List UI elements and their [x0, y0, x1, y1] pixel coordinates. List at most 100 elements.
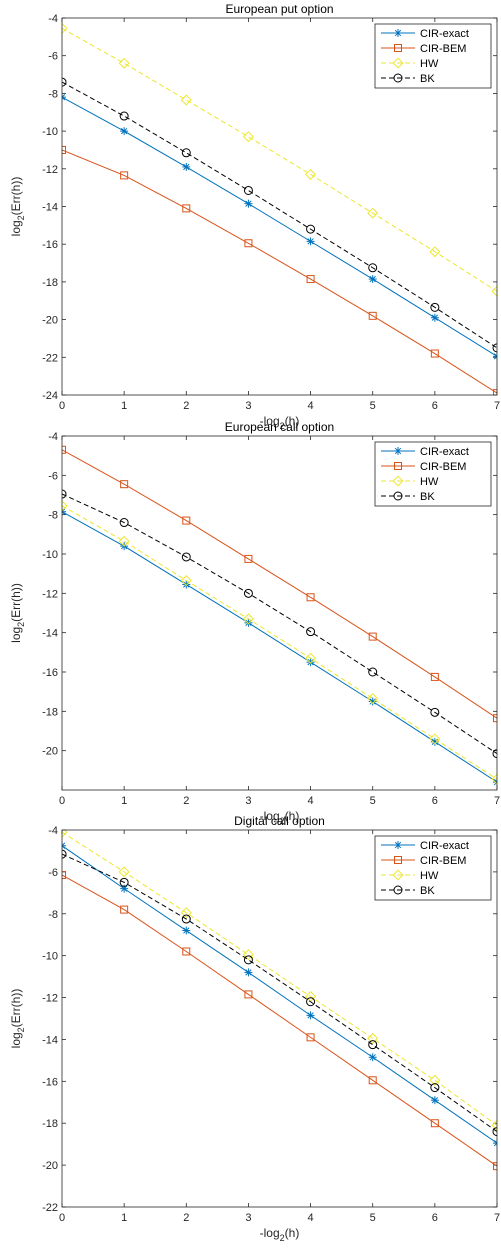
y-axis-label: log2(Err(h)) — [9, 989, 26, 1049]
legend-entry: BK — [381, 885, 435, 897]
legend-label: CIR-exact — [420, 446, 469, 458]
y-axis-ticks: -20 -18 -16 -14 -12 -10 -8 -6 -4 — [42, 431, 497, 758]
legend-entry: CIR-exact — [381, 446, 469, 458]
x-tick-label: 0 — [59, 1212, 65, 1224]
y-tick-label: -6 — [48, 867, 58, 879]
x-tick-label: 5 — [370, 400, 376, 412]
legend-entry: CIR-exact — [381, 28, 469, 40]
y-tick-label: -20 — [42, 746, 58, 758]
y-tick-label: -6 — [48, 470, 58, 482]
legend-marker — [393, 491, 403, 501]
data-point — [120, 171, 129, 180]
data-point — [62, 77, 67, 87]
legend-label: BK — [420, 885, 435, 897]
data-point — [430, 1083, 440, 1093]
y-tick-label: -8 — [48, 510, 58, 522]
x-tick-label: 4 — [308, 795, 314, 807]
series-bk — [62, 849, 497, 1137]
legend-marker — [394, 841, 402, 849]
legend-entry: BK — [381, 491, 435, 503]
legend-label: CIR-exact — [420, 840, 469, 852]
legend-entry: CIR-BEM — [381, 855, 466, 867]
series-hw — [62, 22, 497, 297]
axes-box — [61, 435, 498, 791]
y-tick-label: -10 — [42, 126, 58, 138]
data-point — [62, 145, 66, 154]
data-point — [493, 389, 497, 395]
x-tick-label: 6 — [432, 1212, 438, 1224]
legend-marker — [394, 44, 402, 52]
data-point — [492, 1127, 497, 1137]
chart-title: European call option — [225, 420, 334, 434]
series-line — [62, 505, 497, 780]
data-point — [491, 1119, 497, 1131]
data-point — [181, 552, 191, 562]
y-tick-label: -8 — [48, 909, 58, 921]
legend: CIR-exact CIR-BEM HW BK — [374, 835, 492, 901]
legend-label: HW — [420, 58, 439, 70]
legend-label: BK — [420, 73, 435, 85]
data-point — [493, 1139, 497, 1148]
data-point — [62, 830, 68, 838]
legend-label: CIR-BEM — [420, 855, 466, 867]
legend-marker — [394, 447, 402, 455]
data-point — [491, 285, 497, 297]
data-point — [492, 749, 497, 759]
y-tick-label: -6 — [48, 51, 58, 63]
data-point — [493, 714, 497, 723]
data-point — [243, 588, 253, 598]
data-point — [430, 707, 440, 717]
data-point — [182, 516, 191, 525]
data-point — [120, 480, 129, 489]
data-point — [306, 593, 315, 602]
x-tick-label: 2 — [183, 400, 189, 412]
data-point — [120, 884, 129, 893]
chart-1: European put option 0 1 2 3 4 5 6 7 -24 -22 -20 -18 -… — [9, 2, 500, 431]
axes-box — [61, 17, 498, 396]
data-point — [306, 627, 316, 637]
y-tick-label: -10 — [42, 951, 58, 963]
legend-label: HW — [420, 476, 439, 488]
data-point — [305, 652, 317, 664]
data-point — [182, 162, 191, 171]
data-point — [118, 866, 130, 878]
data-point — [62, 22, 68, 34]
data-point — [429, 733, 441, 745]
data-point — [306, 997, 316, 1007]
data-point — [368, 1040, 378, 1050]
y-tick-label: -4 — [48, 431, 58, 443]
data-point — [244, 968, 253, 977]
data-point — [244, 239, 253, 248]
chart-title: European put option — [225, 2, 333, 16]
x-tick-label: 6 — [432, 795, 438, 807]
chart-2: European call option 0 1 2 3 4 5 6 7 -20 -18 -16 -14… — [9, 420, 500, 826]
x-tick-label: 1 — [121, 1212, 127, 1224]
legend-marker — [394, 856, 402, 864]
legend-label: CIR-BEM — [420, 461, 466, 473]
chart-title: Digital call option — [234, 814, 325, 828]
data-point — [306, 1033, 315, 1042]
legend-entry: CIR-BEM — [381, 461, 466, 473]
x-tick-label: 2 — [183, 795, 189, 807]
x-tick-label: 6 — [432, 400, 438, 412]
x-tick-label: 4 — [308, 1212, 314, 1224]
data-point — [62, 500, 68, 512]
legend-label: BK — [420, 491, 435, 503]
legend-entry: HW — [381, 869, 439, 882]
data-point — [367, 1032, 379, 1044]
y-tick-label: -8 — [48, 88, 58, 100]
data-point — [368, 697, 377, 706]
legend-entry: HW — [381, 475, 439, 488]
data-point — [120, 127, 129, 136]
series-cir-exact — [62, 841, 497, 1148]
legend-marker — [394, 462, 402, 470]
data-point — [430, 302, 440, 312]
data-point — [242, 613, 254, 625]
series-hw — [62, 500, 497, 785]
data-point — [62, 871, 66, 880]
data-point — [367, 207, 379, 219]
x-tick-label: 0 — [59, 400, 65, 412]
series-line — [62, 511, 497, 783]
data-point — [180, 575, 192, 587]
